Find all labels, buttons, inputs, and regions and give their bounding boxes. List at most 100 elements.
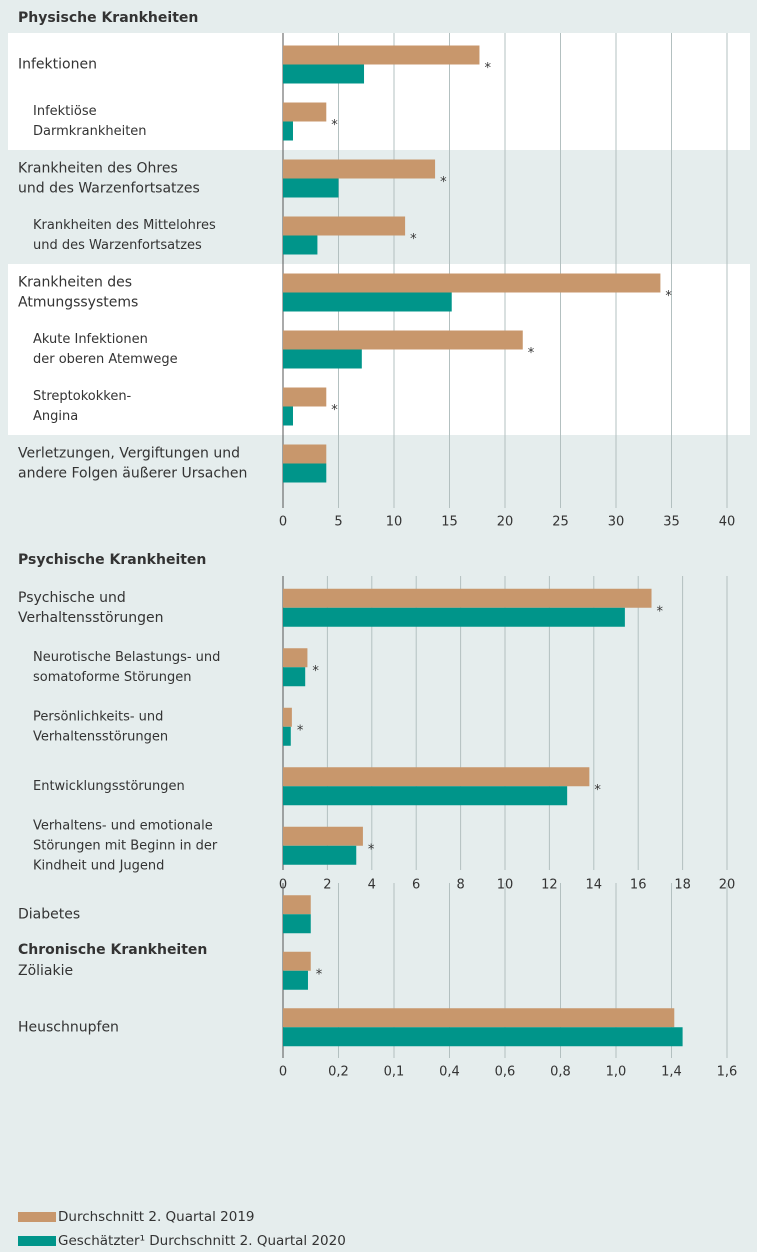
- bar: [283, 1027, 683, 1047]
- category-label: Entwicklungsstörungen: [33, 779, 185, 794]
- x-tick-label: 2: [323, 878, 331, 893]
- bar: [283, 826, 363, 846]
- category-label: Verhaltensstörungen: [33, 729, 168, 744]
- significance-marker: *: [312, 664, 319, 679]
- bar: [283, 159, 436, 179]
- x-tick-label: 0: [279, 1065, 287, 1080]
- bar: [283, 726, 291, 746]
- bar: [283, 102, 327, 122]
- x-tick-label: 25: [552, 515, 569, 530]
- category-label: Zöliakie: [18, 963, 73, 979]
- legend-label: Geschätzter¹ Durchschnitt 2. Quartal 202…: [58, 1233, 346, 1249]
- bar: [283, 387, 327, 407]
- bar: [283, 216, 406, 236]
- x-tick-label: 6: [412, 878, 420, 893]
- bar: [283, 914, 311, 934]
- bar: [283, 292, 452, 312]
- legend-swatch: [18, 1236, 56, 1246]
- category-label: Atmungssystems: [18, 295, 138, 311]
- section-title: Physische Krankheiten: [18, 10, 198, 26]
- category-label: Infektionen: [18, 57, 97, 73]
- significance-marker: *: [410, 232, 417, 247]
- x-tick-label: 30: [608, 515, 625, 530]
- section-title: Chronische Krankheiten: [18, 942, 207, 958]
- significance-marker: *: [331, 118, 338, 133]
- x-tick-label: 1,6: [717, 1065, 738, 1080]
- bar: [283, 895, 311, 915]
- bar: [283, 951, 311, 971]
- bar: [283, 970, 308, 990]
- category-label: Kindheit und Jugend: [33, 858, 164, 873]
- significance-marker: *: [484, 61, 491, 76]
- category-label: der oberen Atemwege: [33, 352, 178, 367]
- bar: [283, 463, 327, 483]
- category-label: Neurotische Belastungs- und: [33, 650, 220, 665]
- bar: [283, 707, 292, 727]
- significance-marker: *: [368, 842, 375, 857]
- x-tick-label: 0: [279, 515, 287, 530]
- bar: [283, 588, 652, 608]
- legend-label: Durchschnitt 2. Quartal 2019: [58, 1209, 255, 1225]
- bar: [283, 786, 568, 806]
- x-tick-label: 4: [368, 878, 376, 893]
- category-label: Akute Infektionen: [33, 332, 148, 347]
- x-tick-label: 10: [386, 515, 403, 530]
- category-label: und des Warzenfortsatzes: [18, 181, 200, 197]
- x-tick-label: 15: [441, 515, 458, 530]
- x-tick-label: 20: [497, 515, 514, 530]
- bar: [283, 1008, 675, 1028]
- significance-marker: *: [594, 783, 601, 798]
- x-tick-label: 12: [541, 878, 558, 893]
- category-label: und des Warzenfortsatzes: [33, 238, 202, 253]
- category-label: Krankheiten des Mittelohres: [33, 218, 216, 233]
- bar: [283, 45, 480, 65]
- x-tick-label: 1,0: [606, 1065, 627, 1080]
- x-tick-label: 16: [630, 878, 647, 893]
- category-label: Krankheiten des: [18, 275, 132, 291]
- category-label: Infektiöse: [33, 104, 97, 119]
- x-tick-label: 14: [586, 878, 603, 893]
- significance-marker: *: [657, 604, 664, 619]
- category-label: Diabetes: [18, 906, 80, 922]
- category-label: Verhaltensstörungen: [18, 610, 163, 626]
- bar: [283, 121, 293, 141]
- category-label: Angina: [33, 409, 78, 424]
- significance-marker: *: [316, 967, 323, 982]
- bar: [283, 273, 661, 293]
- category-label: Verhaltens- und emotionale: [33, 818, 213, 833]
- category-label: Störungen mit Beginn in der: [33, 838, 218, 853]
- bar: [283, 235, 318, 255]
- bar: [283, 349, 362, 369]
- category-label: Streptokokken-: [33, 389, 132, 404]
- category-label: andere Folgen äußerer Ursachen: [18, 466, 247, 482]
- bar: [283, 767, 590, 787]
- x-tick-label: 35: [663, 515, 680, 530]
- x-tick-label: 0,1: [384, 1065, 405, 1080]
- bar: [283, 444, 327, 464]
- significance-marker: *: [665, 289, 672, 304]
- bar: [283, 330, 523, 350]
- category-label: Darmkrankheiten: [33, 124, 147, 139]
- bar: [283, 648, 308, 668]
- category-label: Verletzungen, Vergiftungen und: [18, 446, 240, 462]
- x-tick-label: 0,4: [439, 1065, 460, 1080]
- x-tick-label: 0,2: [328, 1065, 349, 1080]
- category-label: Krankheiten des Ohres: [18, 161, 178, 177]
- significance-marker: *: [528, 346, 535, 361]
- x-tick-label: 18: [674, 878, 691, 893]
- category-label: Heuschnupfen: [18, 1019, 119, 1035]
- x-tick-label: 8: [456, 878, 464, 893]
- x-tick-label: 5: [334, 515, 342, 530]
- x-tick-label: 0,6: [495, 1065, 516, 1080]
- legend-swatch: [18, 1212, 56, 1222]
- bar: [283, 178, 339, 198]
- bar: [283, 667, 306, 687]
- x-tick-label: 0,8: [550, 1065, 571, 1080]
- section-title: Psychische Krankheiten: [18, 552, 206, 568]
- category-label: Persönlichkeits- und: [33, 709, 163, 724]
- category-label: Psychische und: [18, 590, 126, 606]
- significance-marker: *: [297, 723, 304, 738]
- bar: [283, 845, 357, 865]
- significance-marker: *: [440, 175, 447, 190]
